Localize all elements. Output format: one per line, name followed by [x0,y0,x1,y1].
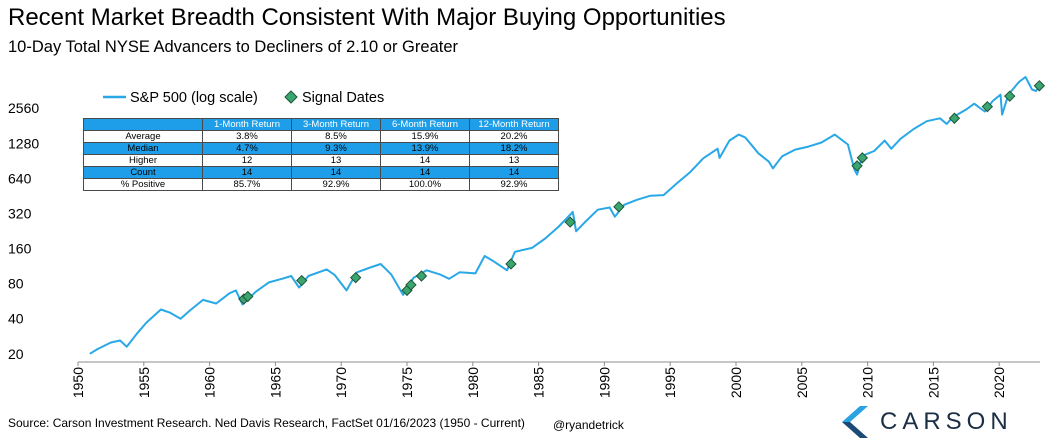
table-cell: 92.9% [469,178,559,191]
carson-chevron-icon [842,406,868,438]
y-tick-label: 2560 [8,100,39,116]
table-cell: 13.9% [380,142,470,155]
y-tick-label: 80 [8,276,24,292]
y-tick-label: 40 [8,311,24,327]
signal-date-marker [415,270,428,282]
table-cell: 15.9% [380,130,470,143]
x-tick-label: 2015 [925,367,941,398]
table-row-label: Average [83,130,203,143]
x-axis: 1950 1955 1960 1965 1970 1975 1980 1985 1990 1995… [70,361,1040,398]
table-row: Median 4.7% 9.3% 13.9% 18.2% [83,142,559,155]
table-row: Count 14 14 14 14 [83,166,559,179]
table-header-row: 1-Month Return 3-Month Return 6-Month Re… [83,118,559,131]
table-cell: 100.0% [380,178,470,191]
x-tick-label: 1955 [136,367,152,398]
x-tick-label: 1965 [267,367,283,398]
signal-date-marker [1004,90,1016,102]
y-tick-label: 320 [8,205,32,221]
signal-date-marker [564,216,576,228]
table-header-cell: 1-Month Return [202,118,292,131]
carson-wordmark: CARSON [880,408,1013,435]
table-row-label: % Positive [83,178,203,191]
x-tick-label: 1960 [202,367,218,398]
table-cell: 14 [291,166,381,179]
table-cell: 14 [380,166,470,179]
table-row: Average 3.8% 8.5% 15.9% 20.2% [83,130,559,143]
table-cell: 13 [291,154,381,167]
table-cell: 8.5% [291,130,381,143]
y-axis: 20 40 80 160 320 640 1280 2560 [8,100,39,362]
signal-date-marker [851,160,863,172]
y-tick-label: 640 [8,170,32,186]
signal-date-marker [405,279,417,291]
signal-date-marker [856,152,869,164]
x-tick-label: 1975 [399,367,415,398]
table-row: Higher 12 13 14 13 [83,154,559,167]
table-cell: 14 [380,154,470,167]
x-tick-label: 2000 [728,367,744,398]
table-row-label: Median [83,142,203,155]
table-row-label: Higher [83,154,203,167]
table-cell: 85.7% [202,178,292,191]
table-header-cell: 12-Month Return [469,118,559,131]
table-cell: 92.9% [291,178,381,191]
carson-logo: CARSON [832,404,1044,440]
author-handle: @ryandetrick [553,418,624,432]
table-header-cell: 6-Month Return [380,118,470,131]
x-tick-label: 2010 [860,367,876,398]
table-header-cell: 3-Month Return [291,118,381,131]
x-tick-label: 1995 [662,367,678,398]
table-cell: 18.2% [469,142,559,155]
table-cell: 4.7% [202,142,292,155]
table-cell: 13 [469,154,559,167]
signal-date-marker [1033,80,1046,92]
legend-markers-label: Signal Dates [302,90,384,106]
y-tick-label: 1280 [8,135,39,151]
table-cell: 9.3% [291,142,381,155]
x-tick-label: 1990 [596,367,612,398]
table-cell: 12 [202,154,292,167]
table-cell: 3.8% [202,130,292,143]
y-tick-label: 20 [8,346,24,362]
x-tick-label: 2005 [794,367,810,398]
signal-date-marker [613,201,625,213]
plot-area [89,76,1046,355]
x-tick-label: 1985 [531,367,547,398]
signal-date-marker [296,274,308,287]
legend-series-label: S&P 500 (log scale) [130,90,258,106]
chart-subtitle: 10-Day Total NYSE Advancers to Decliners… [8,38,458,56]
signal-date-marker [349,271,362,284]
returns-table: 1-Month Return 3-Month Return 6-Month Re… [83,118,559,191]
table-cell: 14 [202,166,292,179]
table-row-label: Count [83,166,203,179]
legend-marker-swatch [284,90,298,104]
table-cell: 14 [469,166,559,179]
x-tick-label: 1950 [70,367,86,398]
table-row: % Positive 85.7% 92.9% 100.0% 92.9% [83,178,559,191]
source-note: Source: Carson Investment Research. Ned … [8,416,525,430]
signal-date-marker [948,112,961,124]
x-tick-label: 1980 [465,367,481,398]
table-cell: 20.2% [469,130,559,143]
legend: S&P 500 (log scale) Signal Dates [103,90,384,106]
table-header-cell [83,118,203,131]
chart-title: Recent Market Breadth Consistent With Ma… [8,4,726,31]
x-tick-label: 2020 [991,367,1007,398]
y-tick-label: 160 [8,241,32,257]
x-tick-label: 1970 [333,367,349,398]
signal-date-marker [981,100,994,113]
signal-date-marker [505,258,517,270]
signal-date-marker [242,290,254,303]
